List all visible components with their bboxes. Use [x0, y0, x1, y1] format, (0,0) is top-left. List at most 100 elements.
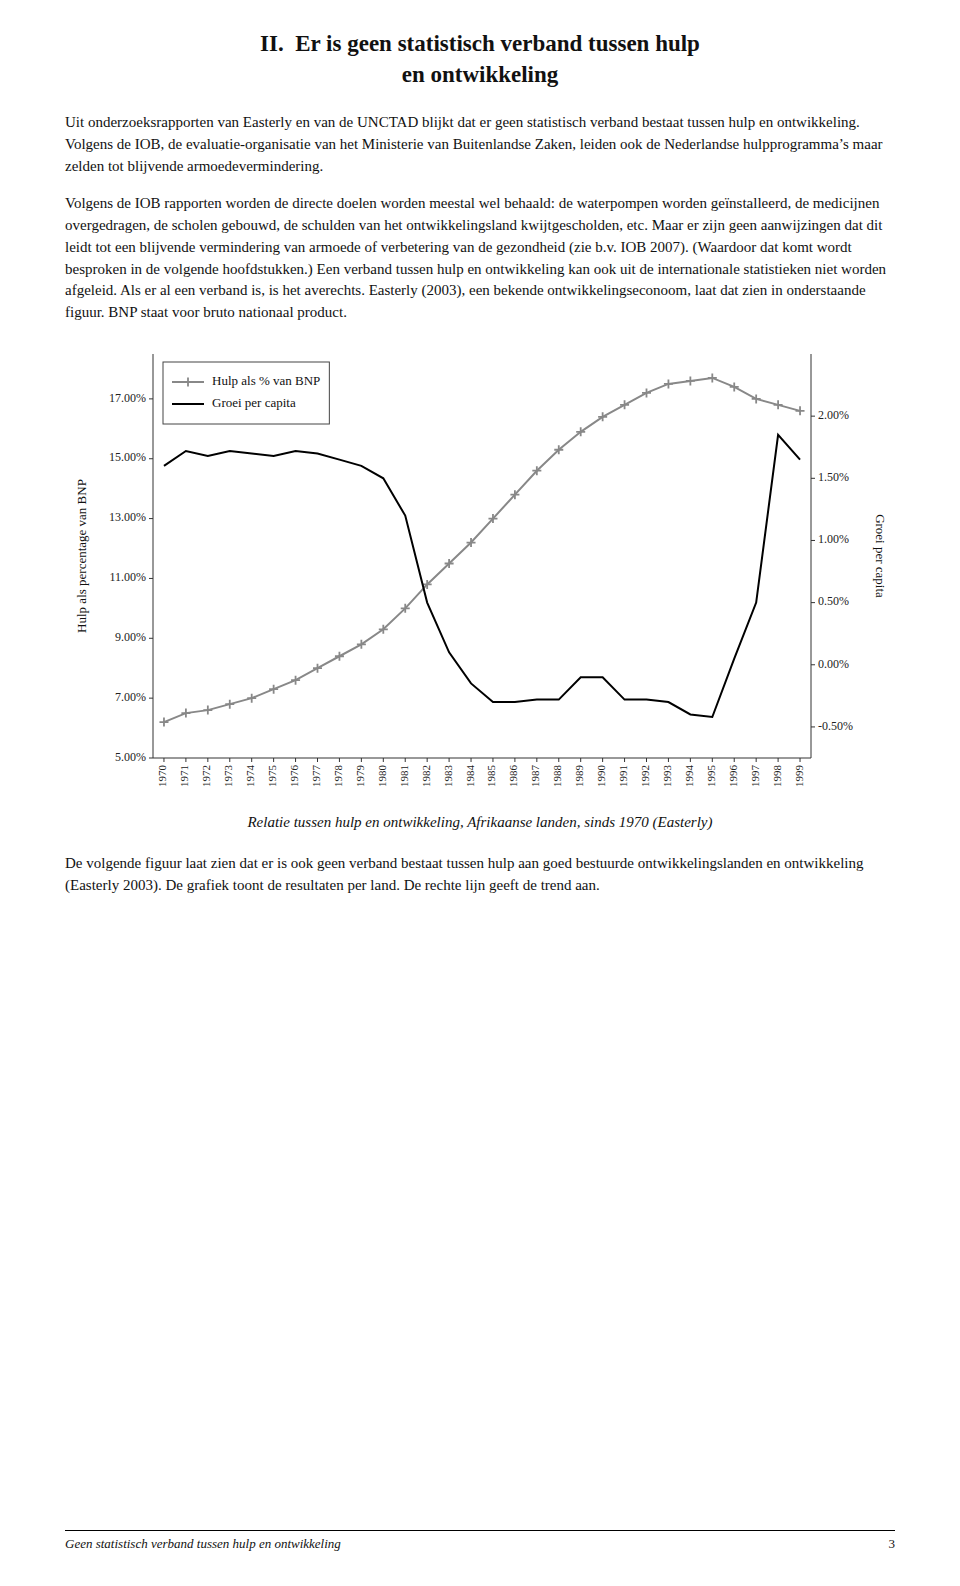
y-axis-label: Hulp als percentage van BNP [74, 479, 89, 633]
x-tick-label: 1995 [705, 764, 717, 787]
marker [554, 445, 563, 454]
marker [752, 394, 761, 403]
x-tick-label: 1987 [529, 764, 541, 787]
footer: Geen statistisch verband tussen hulp en … [65, 1530, 895, 1552]
marker [664, 379, 673, 388]
page: II. Er is geen statistisch verband tusse… [0, 0, 960, 1586]
y-tick [149, 697, 153, 698]
marker [357, 640, 366, 649]
marker [203, 705, 212, 714]
legend: Hulp als % van BNP Groei per capita [163, 362, 329, 424]
x-tick [492, 758, 493, 762]
y2-tick [811, 726, 815, 727]
marker [642, 388, 651, 397]
y2-tick [811, 540, 815, 541]
marker [313, 664, 322, 673]
legend-label: Hulp als % van BNP [212, 373, 320, 388]
x-tick-label: 1983 [442, 764, 454, 787]
x-tick-label: 1986 [507, 764, 519, 787]
footer-text: Geen statistisch verband tussen hulp en … [65, 1536, 341, 1552]
marker [467, 538, 476, 547]
x-tick-label: 1989 [573, 764, 585, 787]
legend-swatch [172, 403, 204, 405]
y2-tick [811, 415, 815, 416]
y-tick [149, 518, 153, 519]
y-tick-label: 5.00% [115, 750, 146, 764]
x-tick [624, 758, 625, 762]
x-tick-label: 1993 [661, 764, 673, 787]
x-tick [778, 758, 779, 762]
y2-tick [811, 664, 815, 665]
x-tick-label: 1979 [354, 764, 366, 787]
marker [335, 652, 344, 661]
marker [401, 604, 410, 613]
x-tick-label: 1977 [310, 764, 322, 787]
marker [598, 412, 607, 421]
marker [620, 400, 629, 409]
x-tick [514, 758, 515, 762]
x-tick [690, 758, 691, 762]
x-tick-label: 1972 [200, 765, 212, 787]
plot-area [159, 373, 804, 726]
legend-label: Groei per capita [212, 395, 296, 410]
marker [532, 466, 541, 475]
y2-tick-label: -0.50% [818, 719, 853, 733]
y-tick [149, 398, 153, 399]
marker [796, 406, 805, 415]
y-tick [149, 458, 153, 459]
x-tick-label: 1975 [266, 764, 278, 787]
x-tick-label: 1985 [485, 764, 497, 787]
y-tick-label: 15.00% [109, 450, 146, 464]
x-tick [580, 758, 581, 762]
x-tick [251, 758, 252, 762]
x-tick [405, 758, 406, 762]
marker [225, 699, 234, 708]
marker [686, 376, 695, 385]
x-tick [317, 758, 318, 762]
x-tick [427, 758, 428, 762]
y2-axis-label: Groei per capita [873, 514, 888, 598]
x-tick [339, 758, 340, 762]
x-tick [602, 758, 603, 762]
x-tick-label: 1974 [244, 764, 256, 787]
marker [445, 559, 454, 568]
x-tick [449, 758, 450, 762]
series-line [164, 435, 800, 717]
x-tick-label: 1980 [376, 764, 388, 787]
x-tick-label: 1984 [464, 764, 476, 787]
x-tick-label: 1971 [178, 765, 190, 787]
x-tick [163, 758, 164, 762]
x-tick [185, 758, 186, 762]
legend-marker [184, 377, 193, 386]
x-tick [646, 758, 647, 762]
marker [576, 427, 585, 436]
marker [269, 685, 278, 694]
y-tick [149, 578, 153, 579]
marker [488, 514, 497, 523]
marker [247, 693, 256, 702]
y-tick-label: 7.00% [115, 690, 146, 704]
marker [181, 708, 190, 717]
x-tick-label: 1999 [793, 764, 805, 787]
y2-tick [811, 478, 815, 479]
marker [159, 717, 168, 726]
x-tick-label: 1970 [156, 764, 168, 787]
heading: II. Er is geen statistisch verband tusse… [65, 28, 895, 90]
y-tick-label: 17.00% [109, 390, 146, 404]
y-tick-label: 13.00% [109, 510, 146, 524]
x-tick-label: 1976 [288, 764, 300, 787]
x-tick-label: 1991 [617, 765, 629, 787]
x-tick [295, 758, 296, 762]
x-tick [229, 758, 230, 762]
axes: 1970197119721973197419751976197719781979… [74, 354, 888, 787]
x-tick-label: 1988 [551, 764, 563, 787]
y-axis-line [153, 354, 154, 758]
y2-tick-label: 1.50% [818, 470, 849, 484]
y2-tick-label: 2.00% [818, 408, 849, 422]
x-tick [756, 758, 757, 762]
y-tick [149, 638, 153, 639]
marker [730, 382, 739, 391]
x-tick [383, 758, 384, 762]
x-tick [668, 758, 669, 762]
x-tick-label: 1998 [771, 764, 783, 787]
